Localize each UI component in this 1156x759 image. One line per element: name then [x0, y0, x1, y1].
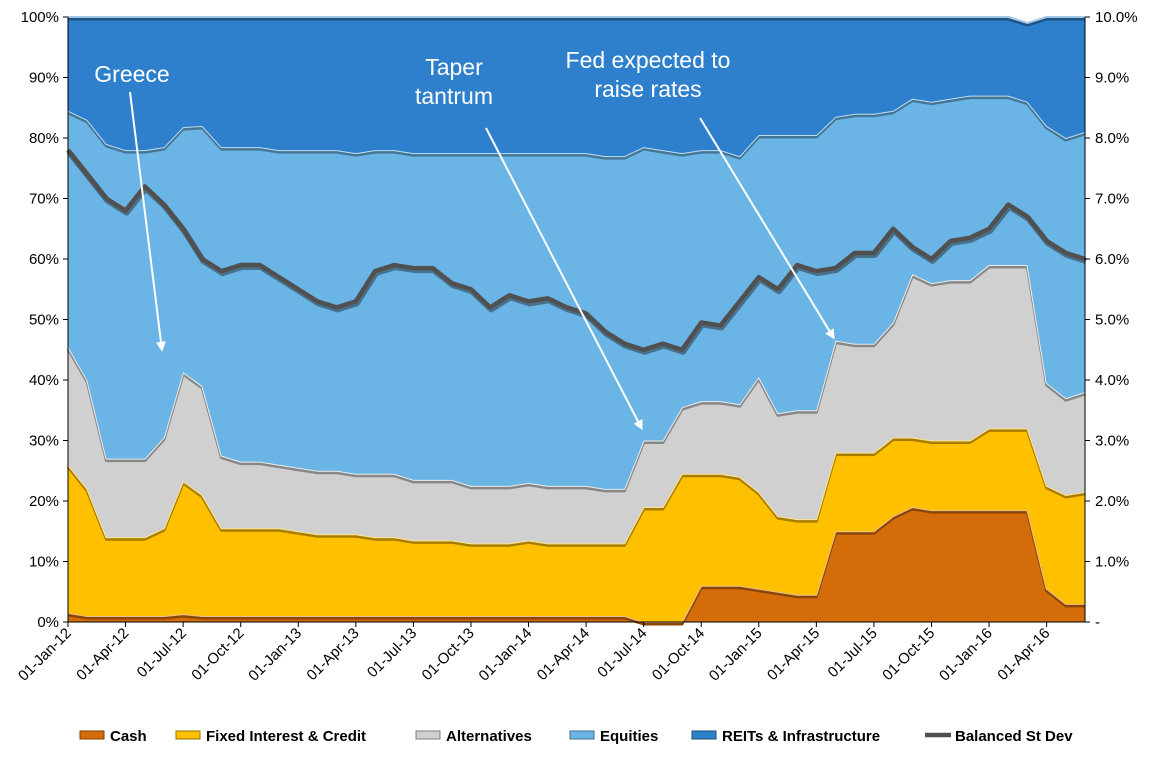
- area-edge-shadow-reits-and-infrastructure: [68, 17, 1085, 27]
- y-right-tick-label: 6.0%: [1095, 251, 1129, 268]
- area-cash: [68, 507, 1085, 622]
- annotation-arrow: [129, 91, 166, 352]
- x-tick-label: 01-Jan-13: [245, 625, 305, 685]
- x-tick-label: 01-Apr-14: [534, 625, 593, 684]
- x-tick-label: 01-Apr-12: [73, 625, 132, 684]
- annotation-arrow: [485, 127, 643, 431]
- y-left-tick-label: 30%: [29, 433, 59, 450]
- area-edge-shadow-alternatives: [66, 265, 1086, 493]
- area-edge-shadow-equities: [67, 96, 1086, 160]
- area-edge-shadow-cash: [67, 507, 1085, 626]
- x-tick-label: 01-Jul-14: [594, 625, 650, 681]
- legend-label-equities: Equities: [600, 728, 658, 745]
- st-dev-line: [66, 148, 1086, 352]
- x-tick-label: 01-Jul-15: [825, 625, 881, 681]
- annotation-text: Fed expected to raise rates: [566, 47, 731, 102]
- y-left-tick-label: 10%: [29, 554, 59, 571]
- y-right-tick-label: 7.0%: [1095, 191, 1129, 208]
- x-tick-label: 01-Jan-14: [476, 625, 536, 685]
- legend-swatch-alternatives: [415, 730, 441, 740]
- y-left-tick-label: 90%: [29, 70, 59, 87]
- legend-swatch-equities: [569, 730, 595, 740]
- annotations: Greece Taper tantrum Fed expected to raise r…: [94, 47, 835, 431]
- legend-label-balanced-st-dev: Balanced St Dev: [955, 728, 1073, 745]
- x-tick-label: 01-Jul-13: [364, 625, 420, 681]
- legend-label-reits-and-infrastructure: REITs & Infrastructure: [722, 728, 880, 745]
- legend-label-fixed-interest-and-credit: Fixed Interest & Credit: [206, 728, 366, 745]
- x-tick-label: 01-Oct-14: [649, 625, 708, 684]
- y-right-tick-label: 2.0%: [1095, 493, 1129, 510]
- y-left-tick-label: 20%: [29, 493, 59, 510]
- x-tick-label: 01-Jul-12: [134, 625, 190, 681]
- area-edge-shadow-fixed-interest-and-credit: [66, 428, 1086, 547]
- legend-label-alternatives: Alternatives: [446, 728, 532, 745]
- y-left-tick-label: 80%: [29, 130, 59, 147]
- area-edge-reits-and-infrastructure: [68, 16, 1085, 25]
- y-left-tick-label: 60%: [29, 251, 59, 268]
- x-tick-label: 01-Oct-15: [879, 625, 938, 684]
- legend-swatch-cash: [79, 730, 105, 740]
- y-right-tick-label: 4.0%: [1095, 372, 1129, 389]
- st-dev-line-group: [66, 148, 1087, 355]
- x-tick-label: 01-Jan-15: [706, 625, 766, 685]
- y-left-tick-label: 40%: [29, 372, 59, 389]
- annotation-text: Greece: [94, 61, 169, 87]
- y-left-tick-label: 100%: [21, 9, 59, 26]
- x-tick-label: 01-Apr-16: [994, 625, 1053, 684]
- y-right-tick-label: 9.0%: [1095, 70, 1129, 87]
- x-tick-label: 01-Apr-15: [764, 625, 823, 684]
- area-reits-and-infrastructure: [68, 17, 1085, 157]
- y-right-tick-label: 5.0%: [1095, 312, 1129, 329]
- y-right-tick-label: 8.0%: [1095, 130, 1129, 147]
- y-left-tick-label: 0%: [37, 614, 59, 631]
- y-right-tick-label: 1.0%: [1095, 554, 1129, 571]
- legend-swatch-fixed-interest-and-credit: [175, 730, 201, 740]
- x-tick-label: 01-Jan-16: [936, 625, 996, 685]
- y-left-tick-label: 70%: [29, 191, 59, 208]
- y-right-tick-label: 10.0%: [1095, 9, 1138, 26]
- legend-label-cash: Cash: [110, 728, 147, 745]
- y-left-tick-label: 50%: [29, 312, 59, 329]
- area-fixed-interest-and-credit: [68, 428, 1085, 622]
- y-right-tick-label: -: [1095, 614, 1100, 631]
- x-tick-label: 01-Jan-12: [15, 625, 75, 685]
- x-tick-label: 01-Oct-12: [188, 625, 247, 684]
- legend: Cash Fixed Interest & Credit Alternatives E…: [79, 728, 1073, 745]
- area-equities: [68, 95, 1085, 489]
- legend-swatch-reits-and-infrastructure: [691, 730, 717, 740]
- x-tick-label: 01-Apr-13: [303, 625, 362, 684]
- annotation-text: Taper tantrum: [415, 54, 493, 109]
- y-right-tick-label: 3.0%: [1095, 433, 1129, 450]
- area-layers: [66, 16, 1086, 626]
- annotation-arrow: [699, 117, 835, 340]
- x-tick-label: 01-Oct-13: [419, 625, 478, 684]
